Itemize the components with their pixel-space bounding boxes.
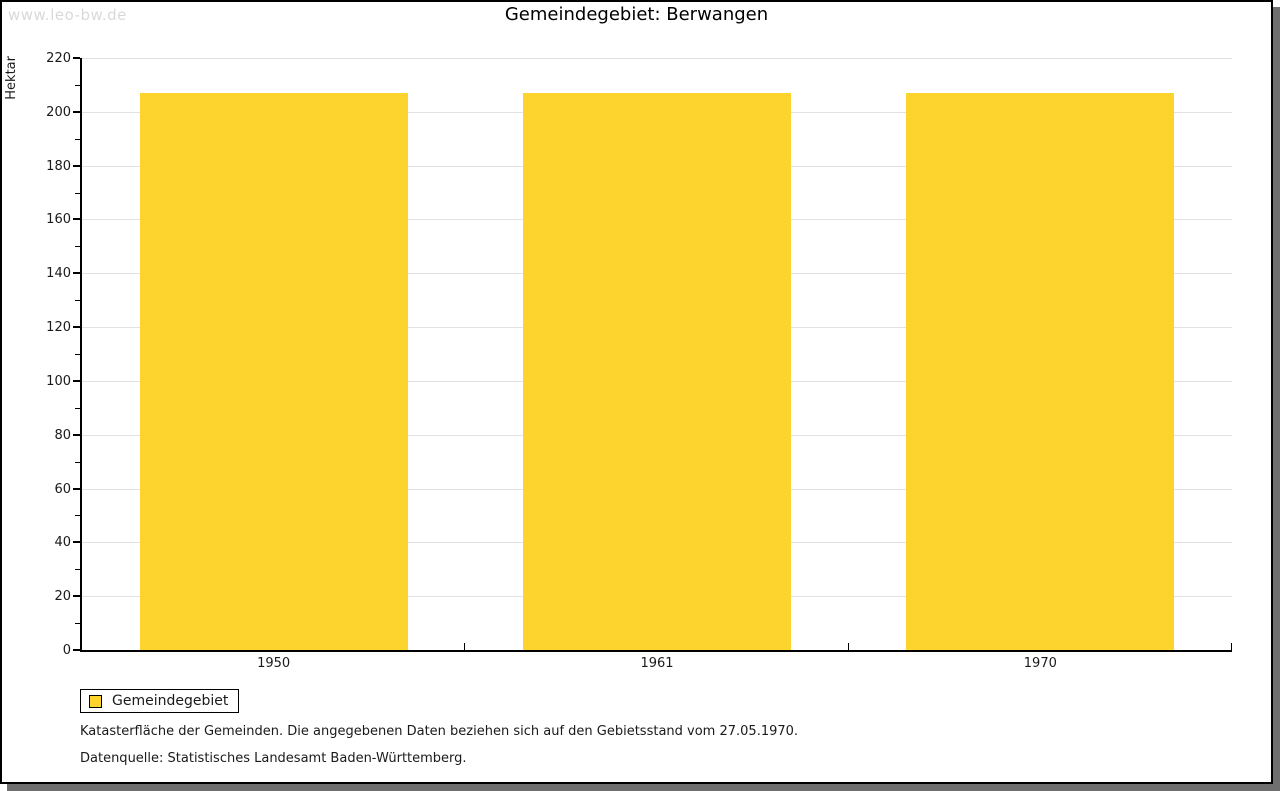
y-axis-minor-tick [75,569,80,571]
bar [139,92,408,650]
chart-title: Gemeindegebiet: Berwangen [504,4,769,25]
legend: Gemeindegebiet [80,689,240,713]
y-axis-tick-label: 200 [46,104,71,120]
y-axis-minor-tick [75,623,80,625]
y-axis-major-tick [73,595,80,598]
y-axis-major-tick [73,110,80,113]
y-axis-major-tick [73,487,80,490]
x-axis-boundary-tick [464,643,466,650]
y-axis-major-tick [73,433,80,436]
y-axis-tick-label: 220 [46,51,71,66]
y-axis-tick-label: 60 [54,481,71,497]
y-axis-minor-tick [75,84,80,86]
y-axis-tick-label: 0 [62,643,71,658]
plot-area: 0 20 40 60 80 100 120 140 160 180 200 220 1950 1961 19… [46,52,1232,671]
x-axis-category-label: 1950 [257,656,291,671]
gridline [82,58,1232,59]
y-axis-tick-label: 100 [46,373,71,389]
bar [522,92,792,650]
x-axis-boundary-tick [847,643,849,650]
y-axis-title: Hektar [4,56,19,100]
y-axis-tick-label: 140 [46,266,71,282]
y-axis-tick-label: 120 [46,320,71,336]
y-axis-minor-tick [75,354,80,355]
y-axis-tick-label: 20 [54,589,71,605]
y-axis-minor-tick [75,300,80,302]
y-axis-minor-tick [75,138,80,140]
y-axis-minor-tick [75,246,80,248]
y-axis-minor-tick [75,461,80,463]
footnote-data-source: Datenquelle: Statistisches Landesamt Bad… [80,751,467,766]
bar [906,92,1175,650]
y-axis-tick-label: 180 [46,158,71,174]
legend-swatch [89,694,102,708]
y-axis-minor-tick [75,515,80,517]
y-axis-major-tick [73,57,80,59]
y-axis-major-tick [73,541,80,544]
y-axis-major-tick [73,164,80,167]
y-axis-minor-tick [75,192,80,194]
y-axis-tick-label: 80 [54,427,71,443]
x-axis-category-label: 1961 [640,656,674,671]
x-axis-boundary-tick [1231,643,1232,650]
y-axis-tick-label: 160 [46,212,71,228]
watermark: www.leo-bw.de [8,6,127,24]
y-axis-tick-label: 40 [54,535,71,551]
y-axis-major-tick [73,379,80,382]
y-axis-major-tick [73,326,80,329]
legend-label: Gemeindegebiet [112,693,229,709]
x-axis-category-label: 1970 [1023,656,1057,671]
y-axis-major-tick [73,649,80,651]
y-axis-major-tick [73,272,80,275]
y-axis-major-tick [73,218,80,221]
y-axis-minor-tick [75,407,80,409]
footnote-source-note: Katasterfläche der Gemeinden. Die angege… [80,724,799,739]
